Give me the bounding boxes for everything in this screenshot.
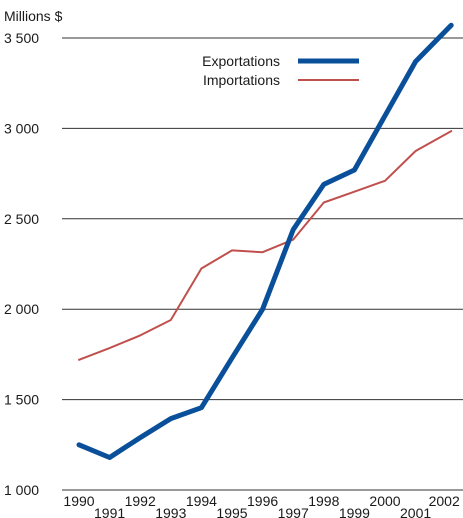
legend-label: Exportations — [202, 53, 280, 69]
y-tick-label: 2 000 — [4, 301, 39, 317]
y-unit-label: Millions $ — [4, 8, 63, 24]
x-tick-label: 2002 — [429, 493, 460, 509]
y-tick-label: 1 500 — [4, 392, 39, 408]
legend-label: Importations — [203, 72, 280, 88]
x-tick-label: 2000 — [369, 493, 400, 509]
x-tick-label: 1992 — [125, 493, 156, 509]
gridlines — [62, 37, 463, 491]
x-tick-label: 1990 — [63, 493, 94, 509]
y-axis: 1 000 1 500 2 000 2 500 3 000 3 500 — [4, 30, 39, 498]
x-tick-label: 1993 — [155, 505, 186, 518]
legend: Exportations Importations — [202, 53, 359, 88]
x-tick-label: 1997 — [278, 505, 309, 518]
x-tick-label: 1991 — [94, 505, 125, 518]
x-tick-label: 1994 — [186, 493, 217, 509]
y-tick-label: 1 000 — [4, 482, 39, 498]
x-tick-label: 1998 — [308, 493, 339, 509]
x-tick-label: 1996 — [247, 493, 278, 509]
x-tick-label: 1999 — [339, 505, 370, 518]
series-line-exportations — [76, 22, 454, 460]
x-tick-label: 1995 — [216, 505, 247, 518]
y-tick-label: 3 000 — [4, 120, 39, 136]
series-line-importations — [78, 130, 453, 361]
y-tick-label: 2 500 — [4, 211, 39, 227]
x-tick-label: 2001 — [400, 505, 431, 518]
y-tick-label: 3 500 — [4, 30, 39, 46]
series-lines — [76, 22, 454, 460]
x-axis: 1990199119921993199419951996199719981999… — [63, 493, 460, 518]
